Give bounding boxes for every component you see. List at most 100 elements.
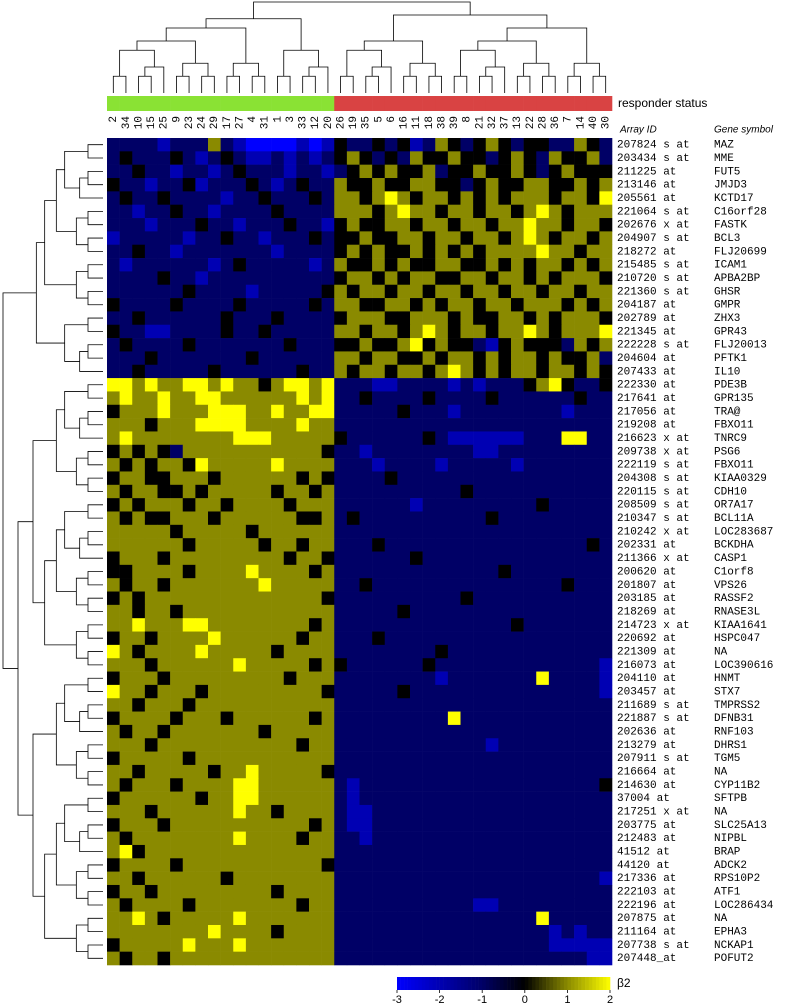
heat-cell [384, 391, 398, 406]
heat-cell [485, 164, 499, 179]
heat-cell [258, 391, 272, 406]
heat-cell [271, 391, 285, 406]
heat-cell [422, 924, 436, 939]
heat-cell [384, 791, 398, 806]
heat-cell [334, 804, 348, 819]
heat-cell [536, 324, 550, 339]
heat-cell [410, 564, 423, 579]
heat-cell [170, 924, 184, 939]
heat-cell [182, 151, 196, 165]
heat-cell [170, 564, 184, 579]
heat-cell [384, 604, 398, 619]
heat-cell [309, 858, 322, 872]
row-dendrogram [55, 409, 77, 472]
heat-cell [157, 618, 171, 632]
heat-cell [283, 844, 297, 859]
gene-symbol: BCKDHA [714, 540, 754, 552]
heat-cell [485, 658, 499, 672]
heat-cell [574, 364, 588, 379]
heat-cell [245, 578, 259, 592]
heat-cell [182, 924, 196, 939]
heat-cell [586, 418, 600, 432]
heat-cell [309, 324, 322, 339]
heat-cell [334, 658, 348, 672]
heat-cell [283, 404, 297, 419]
heat-cell [586, 351, 600, 366]
heat-cell [182, 204, 196, 219]
heat-cell [485, 444, 499, 459]
heat-cell [144, 471, 158, 486]
column-dendrogram [119, 49, 155, 77]
array-id: 211164 at [617, 927, 676, 939]
heat-cell [144, 351, 158, 366]
heat-cell [119, 738, 133, 752]
heat-cell [233, 644, 247, 659]
heat-cell [271, 938, 285, 952]
heat-cell [258, 191, 272, 205]
heat-cell [296, 231, 310, 246]
heat-cell [561, 218, 575, 232]
heat-cell [283, 471, 297, 486]
heat-cell [144, 444, 158, 459]
heat-cell [334, 764, 348, 779]
heat-cell [473, 724, 487, 739]
heat-cell [144, 831, 158, 846]
group-cell [195, 96, 209, 111]
heat-cell [435, 164, 449, 179]
heat-cell [359, 764, 373, 779]
heat-cell [144, 564, 158, 579]
heat-cell [119, 244, 133, 259]
gene-symbol: LOC390616 [714, 660, 773, 672]
heat-cell [195, 324, 209, 339]
heat-cell [397, 338, 411, 352]
colorbar-segment [602, 977, 607, 990]
heat-cell [220, 578, 234, 592]
gene-symbol: JMJD3 [714, 180, 747, 192]
heat-cell [107, 671, 120, 686]
heat-cell [296, 938, 310, 952]
group-cell [233, 96, 247, 111]
heat-cell [460, 324, 474, 339]
heat-cell [334, 138, 348, 152]
heat-cell [460, 644, 474, 659]
heat-cell [536, 858, 550, 872]
heat-cell [372, 324, 386, 339]
heat-cell [258, 658, 272, 672]
heat-cell [574, 498, 588, 512]
colorbar-segment [563, 977, 568, 990]
heat-cell [296, 591, 310, 606]
heat-cell [346, 244, 360, 259]
column-dendrogram [371, 66, 392, 93]
array-id: 209738 x at [617, 446, 690, 458]
array-id: 222330 at [617, 380, 676, 392]
heat-cell [119, 418, 133, 432]
heat-cell [233, 298, 247, 312]
heat-cell [586, 631, 600, 646]
column-label: 34 [121, 116, 133, 130]
heat-cell [132, 471, 146, 486]
heat-cell [372, 244, 386, 259]
heat-cell [422, 298, 436, 312]
heat-cell [132, 311, 146, 326]
heat-cell [321, 724, 335, 739]
heat-cell [473, 604, 487, 619]
heat-cell [574, 484, 588, 499]
column-dendrogram [506, 27, 588, 64]
heat-cell [536, 191, 550, 205]
heat-cell [422, 844, 436, 859]
heat-cell [309, 791, 322, 806]
heat-cell [485, 884, 499, 899]
heat-cell [233, 551, 247, 566]
array-id: 217641 at [617, 393, 676, 405]
heat-cell [119, 311, 133, 326]
heat-cell [359, 671, 373, 686]
heat-cell [422, 378, 436, 392]
heat-cell [208, 578, 221, 592]
heat-cell [321, 431, 335, 446]
heat-cell [245, 684, 259, 699]
heat-cell [258, 258, 272, 272]
heat-cell [523, 271, 537, 286]
heat-cell [574, 831, 588, 846]
heat-cell [195, 591, 209, 606]
heat-cell [195, 631, 209, 646]
